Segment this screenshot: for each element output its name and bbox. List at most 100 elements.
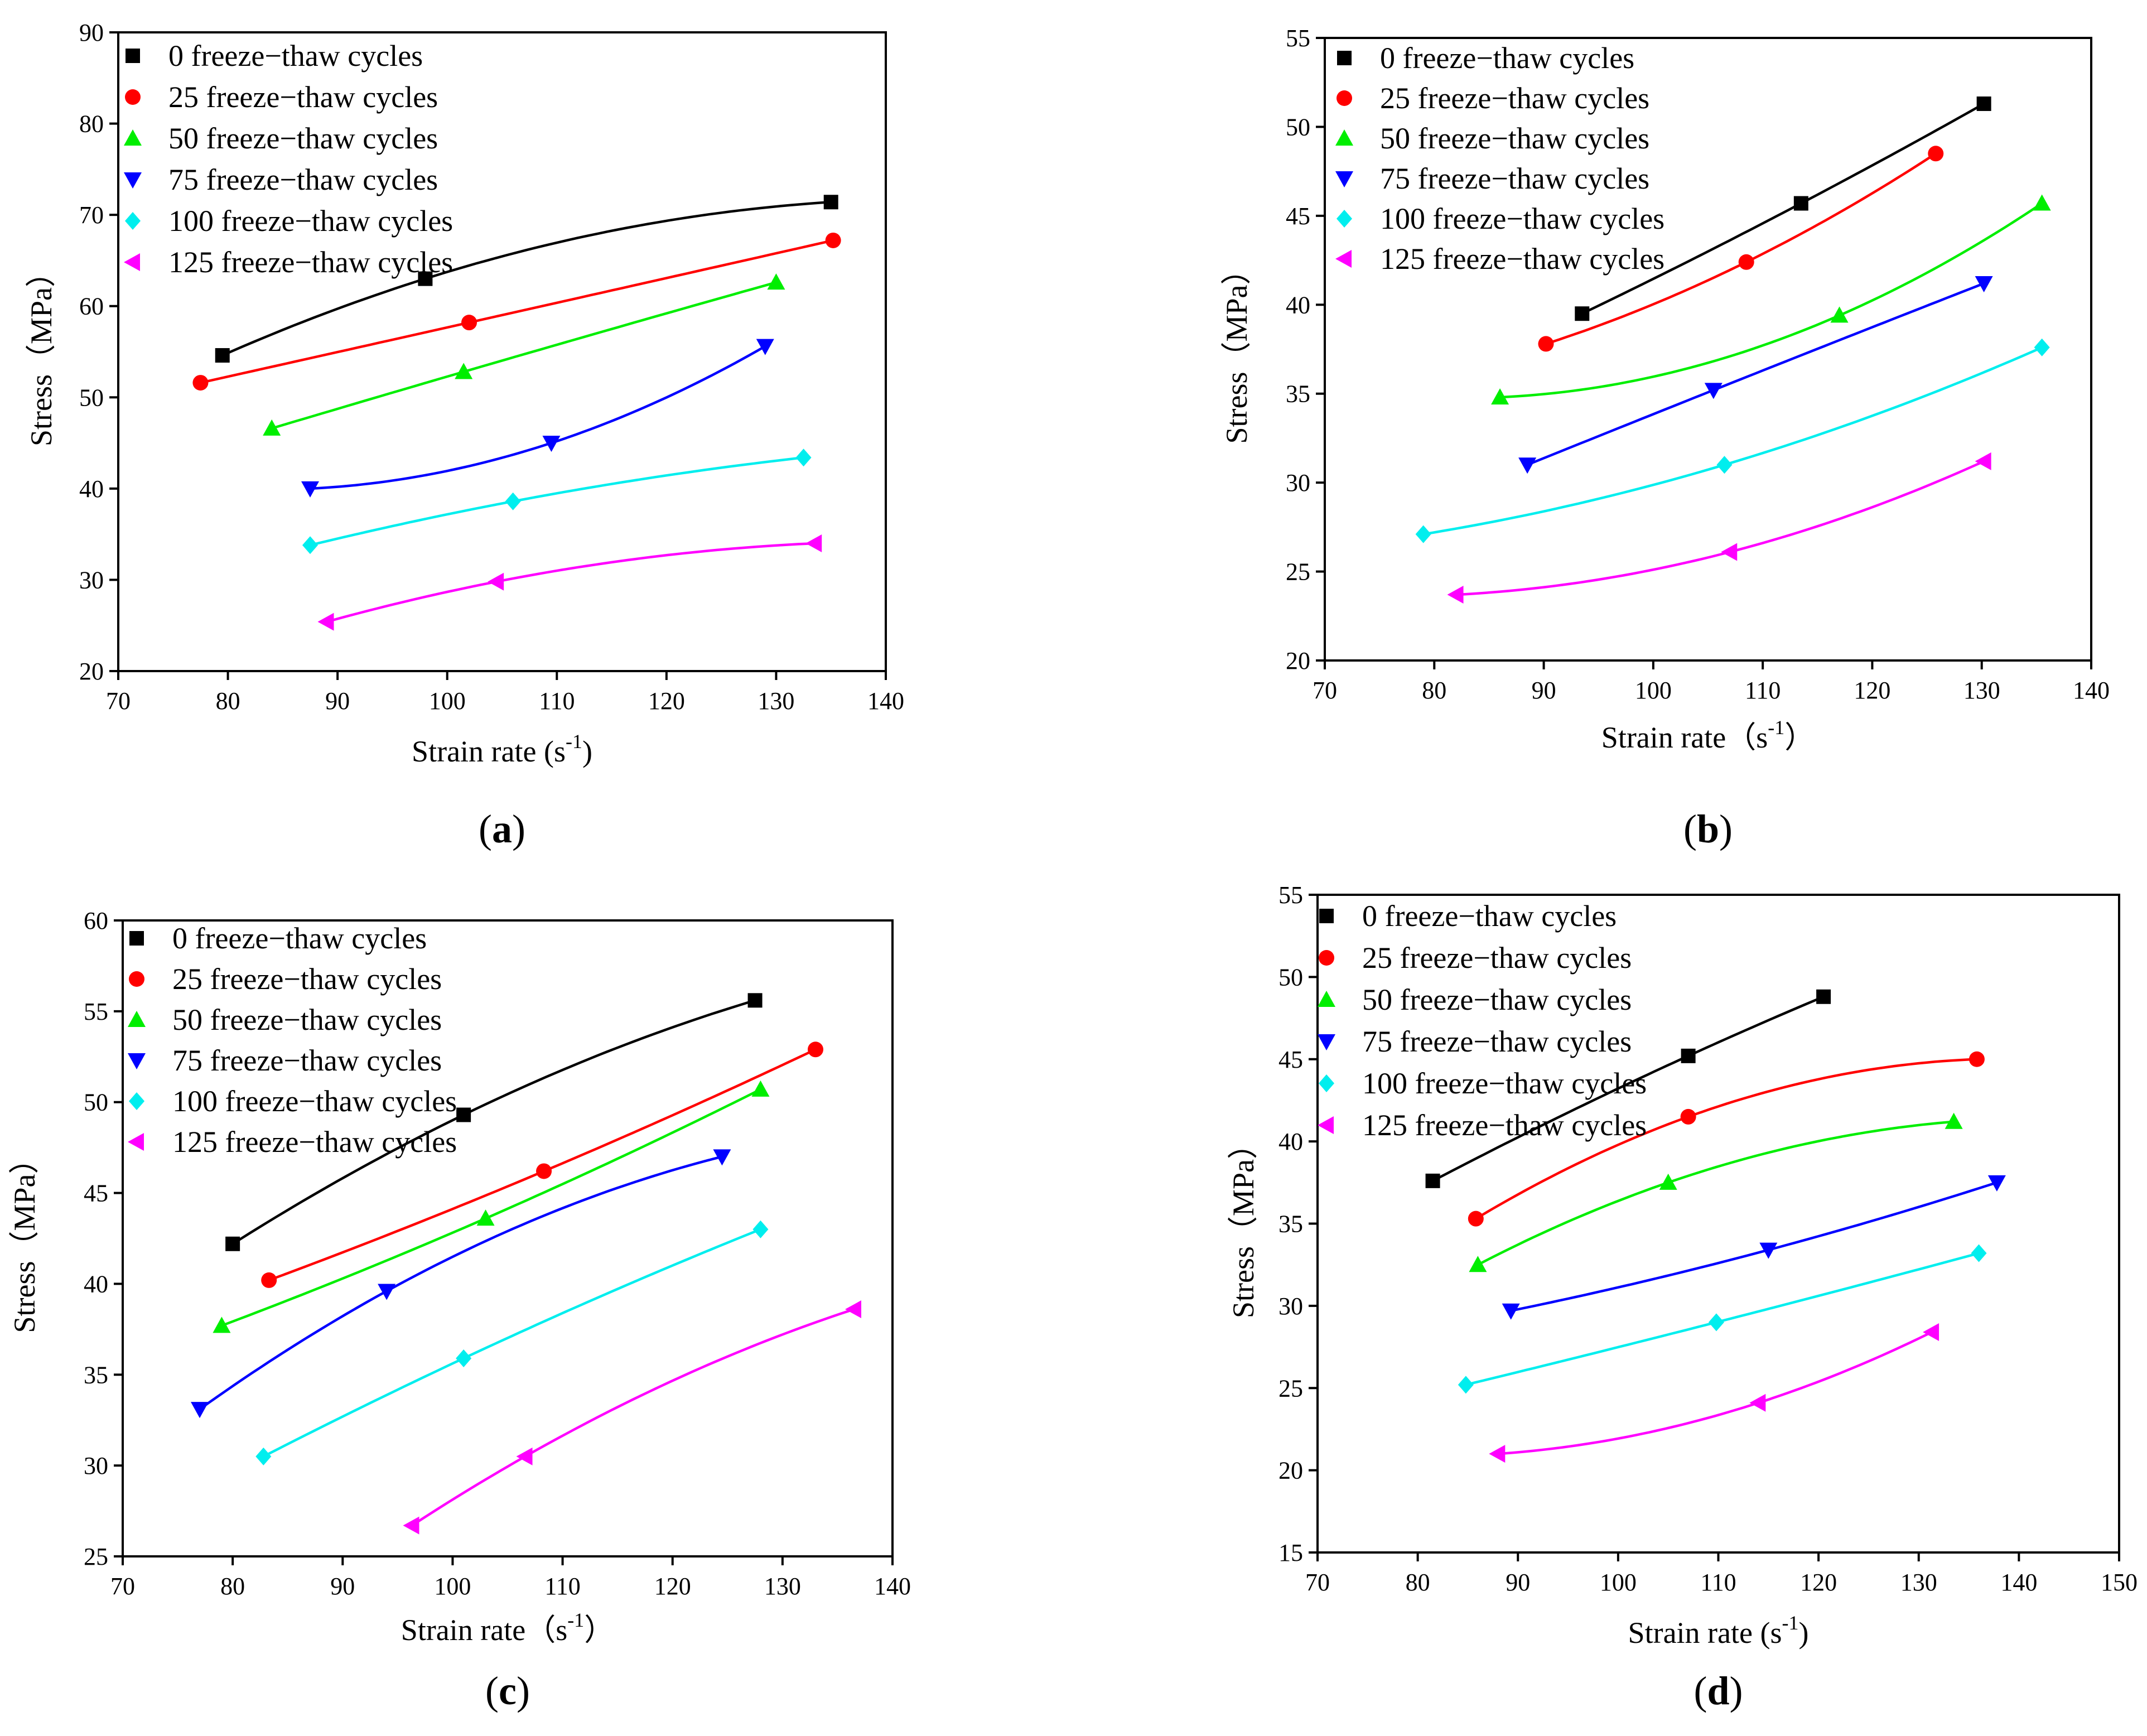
data-point (1659, 1173, 1677, 1190)
data-point (1425, 1173, 1440, 1188)
legend-marker (128, 1133, 144, 1151)
legend-entry: 25 freeze−thaw cycles (1362, 941, 1632, 975)
legend-marker (1319, 1074, 1334, 1092)
data-point (1759, 1242, 1778, 1259)
x-axis-title-text: Strain rate (s (1628, 1616, 1782, 1650)
data-point (302, 536, 318, 554)
series-125-freeze-thaw (403, 1300, 861, 1535)
data-point (1971, 1244, 1987, 1262)
data-point (536, 1163, 552, 1179)
x-axis-title-close: ) (1798, 1616, 1808, 1650)
series-50-freeze-thaw (263, 273, 785, 436)
y-tick-label: 45 (84, 1180, 108, 1207)
y-tick-label: 40 (1278, 1128, 1303, 1155)
data-point (261, 1272, 277, 1288)
panel-a: 70 80 90 100 110 120 130 140 20 30 40 50 60 70 80 90 Str… (25, 19, 904, 851)
legend-entry: 75 freeze−thaw cycles (1380, 162, 1649, 195)
data-point (1969, 1051, 1985, 1067)
x-axis-title-superscript: -1 (1782, 1612, 1798, 1634)
data-point (1415, 525, 1431, 543)
series-line (1499, 202, 2043, 399)
series-25-freeze-thaw (1538, 146, 1944, 352)
legend-entry: 125 freeze−thaw cycles (1380, 242, 1664, 276)
legend-entry: 25 freeze−thaw cycles (168, 80, 438, 114)
data-point (1502, 1303, 1520, 1320)
data-point (1721, 543, 1738, 561)
panel-label-letter: d (1707, 1669, 1729, 1713)
data-point (1749, 1393, 1766, 1412)
x-tick-label: 140 (2073, 677, 2110, 704)
data-point (1538, 336, 1554, 352)
series-100-freeze-thaw (1458, 1244, 1987, 1394)
series-line (1498, 1330, 1933, 1455)
data-point (1716, 456, 1733, 474)
series-line (411, 1308, 855, 1527)
x-tick-label: 70 (1313, 677, 1337, 704)
x-axis-title: Strain rate（s-1） (401, 1609, 614, 1647)
legend-entry: 125 freeze−thaw cycles (172, 1125, 457, 1159)
legend-marker (1337, 51, 1352, 65)
legend-marker (124, 253, 140, 271)
legend-marker (125, 89, 141, 105)
panel-label-letter: a (492, 807, 512, 851)
data-point (263, 419, 281, 436)
y-tick-label: 45 (1278, 1046, 1303, 1073)
series-line (1511, 1181, 1998, 1312)
x-tick-label: 140 (874, 1573, 911, 1600)
legend-entry: 75 freeze−thaw cycles (1362, 1025, 1632, 1058)
legend-marker (1319, 909, 1334, 923)
y-tick-label: 60 (79, 293, 104, 320)
data-point (845, 1300, 861, 1319)
series-125-freeze-thaw (317, 534, 822, 631)
data-point (1738, 254, 1754, 270)
x-tick-label: 120 (648, 687, 685, 715)
legend-marker (1318, 1034, 1335, 1050)
legend-marker (129, 1092, 144, 1110)
legend-marker (1337, 90, 1352, 106)
data-point (1681, 1048, 1696, 1063)
legend-marker (124, 172, 142, 189)
panel-label-open: ( (479, 807, 492, 851)
data-point (747, 993, 763, 1008)
panel-c: 70 80 90 100 110 120 130 140 25 30 35 40 45 50 55 60 Str… (8, 907, 911, 1713)
series-125-freeze-thaw (1447, 452, 1991, 604)
data-point (713, 1149, 731, 1166)
legend-marker (125, 212, 141, 230)
data-point (1575, 306, 1590, 321)
data-point (192, 375, 209, 391)
x-axis-title-text: Strain rate (s (412, 735, 566, 768)
data-point (215, 348, 230, 363)
series-line (310, 456, 804, 547)
legend-entry: 125 freeze−thaw cycles (1362, 1108, 1647, 1142)
panel-b: 70 80 90 100 110 120 130 140 20 25 30 35 40 45 50 55 Str… (1220, 25, 2110, 851)
x-tick-label: 150 (2101, 1569, 2138, 1596)
x-tick-label: 120 (1854, 677, 1890, 704)
series-line (1432, 995, 1824, 1182)
legend: 0 freeze−thaw cycles 25 freeze−thaw cycle… (1335, 41, 1664, 276)
data-point (488, 572, 504, 591)
y-tick-label: 60 (84, 907, 108, 934)
y-tick-label: 35 (1278, 1211, 1303, 1238)
y-tick-label: 35 (84, 1361, 108, 1388)
legend-entry: 100 freeze−thaw cycles (1362, 1067, 1647, 1100)
x-tick-label: 130 (1900, 1569, 1937, 1596)
data-point (1704, 383, 1723, 399)
panel-label: (b) (1683, 807, 1733, 851)
y-tick-label: 80 (79, 110, 104, 138)
legend-entry: 100 freeze−thaw cycles (172, 1084, 457, 1118)
y-tick-label: 20 (1286, 647, 1310, 674)
series-25-freeze-thaw (1468, 1051, 1985, 1227)
legend-marker (128, 1053, 146, 1069)
series-line (200, 239, 834, 384)
data-point (1469, 1256, 1487, 1272)
data-point (301, 481, 319, 498)
x-tick-label: 120 (654, 1573, 691, 1600)
y-tick-label: 45 (1286, 202, 1310, 230)
y-tick-label: 50 (84, 1089, 108, 1116)
x-tick-label: 100 (434, 1573, 471, 1600)
legend-marker (1335, 129, 1353, 146)
data-point (455, 363, 473, 379)
panel-label-letter: c (499, 1669, 517, 1713)
y-tick-label: 25 (84, 1543, 108, 1570)
